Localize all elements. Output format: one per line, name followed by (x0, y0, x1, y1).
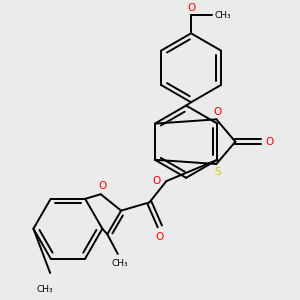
Text: O: O (214, 107, 222, 117)
Text: O: O (98, 181, 106, 191)
Text: CH₃: CH₃ (111, 259, 128, 268)
Text: S: S (215, 167, 221, 177)
Text: O: O (187, 3, 195, 13)
Text: O: O (265, 137, 273, 147)
Text: CH₃: CH₃ (37, 284, 54, 293)
Text: CH₃: CH₃ (215, 11, 231, 20)
Text: O: O (156, 232, 164, 242)
Text: O: O (152, 176, 160, 186)
